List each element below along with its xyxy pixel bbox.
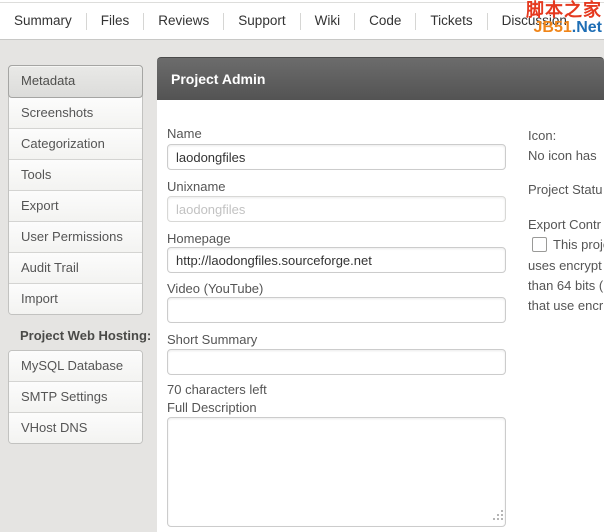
panel-header: Project Admin (157, 57, 604, 100)
nav-divider (299, 12, 301, 30)
top-divider (0, 2, 604, 3)
unixname-input (167, 196, 506, 222)
export-control-line1: This proje (553, 237, 604, 252)
characters-left-text: 70 characters left (167, 382, 267, 397)
export-control-label: Export Contr (528, 217, 601, 232)
video-input[interactable] (167, 297, 506, 323)
homepage-input[interactable] (167, 247, 506, 273)
unixname-label: Unixname (167, 179, 226, 194)
export-control-row: This proje (532, 237, 604, 252)
nav-tab-discussion[interactable]: Discussion (501, 13, 567, 28)
short-summary-input[interactable] (167, 349, 506, 375)
admin-section-list: Metadata Screenshots Categorization Tool… (8, 65, 143, 315)
nav-tab-reviews[interactable]: Reviews (158, 13, 210, 28)
nav-divider (486, 12, 488, 30)
top-nav: Summary Files Reviews Support Wiki Code … (0, 3, 604, 40)
name-input[interactable] (167, 144, 506, 170)
sidebar-item-import[interactable]: Import (9, 284, 142, 314)
icon-label: Icon: (528, 128, 557, 143)
project-web-hosting-label: Project Web Hosting: (20, 328, 152, 343)
full-description-textarea[interactable] (167, 417, 506, 527)
short-summary-label: Short Summary (167, 332, 258, 347)
sidebar-item-user-permissions[interactable]: User Permissions (9, 222, 142, 253)
export-control-line4: that use encr (528, 298, 604, 313)
sidebar-item-tools[interactable]: Tools (9, 160, 142, 191)
export-control-line2: uses encrypt (528, 258, 602, 273)
nav-tab-tickets[interactable]: Tickets (430, 13, 473, 28)
sidebar-item-categorization[interactable]: Categorization (9, 129, 142, 160)
nav-divider (415, 12, 417, 30)
export-control-line3: than 64 bits ( (528, 278, 604, 293)
nav-divider (354, 12, 356, 30)
nav-divider (143, 12, 145, 30)
sidebar-item-mysql-database[interactable]: MySQL Database (9, 351, 142, 382)
sidebar-item-audit-trail[interactable]: Audit Trail (9, 253, 142, 284)
nav-tab-support[interactable]: Support (238, 13, 286, 28)
page-title: Project Admin (171, 71, 266, 87)
nav-tab-wiki[interactable]: Wiki (314, 13, 341, 28)
nav-tab-code[interactable]: Code (369, 13, 402, 28)
nav-divider (223, 12, 225, 30)
full-description-label: Full Description (167, 400, 257, 415)
icon-status-text: No icon has (528, 148, 597, 163)
sidebar-item-export[interactable]: Export (9, 191, 142, 222)
sidebar-item-smtp-settings[interactable]: SMTP Settings (9, 382, 142, 413)
video-label: Video (YouTube) (167, 281, 264, 296)
hosting-section-list: MySQL Database SMTP Settings VHost DNS (8, 350, 143, 444)
export-control-checkbox[interactable] (532, 237, 547, 252)
project-status-label: Project Statu (528, 182, 603, 197)
homepage-label: Homepage (167, 231, 231, 246)
sidebar-item-screenshots[interactable]: Screenshots (9, 98, 142, 129)
nav-divider (85, 12, 87, 30)
sidebar-item-vhost-dns[interactable]: VHost DNS (9, 413, 142, 443)
sidebar-item-metadata[interactable]: Metadata (8, 65, 143, 98)
nav-tab-summary[interactable]: Summary (14, 13, 72, 28)
nav-tab-files[interactable]: Files (100, 13, 130, 28)
name-label: Name (167, 126, 202, 141)
